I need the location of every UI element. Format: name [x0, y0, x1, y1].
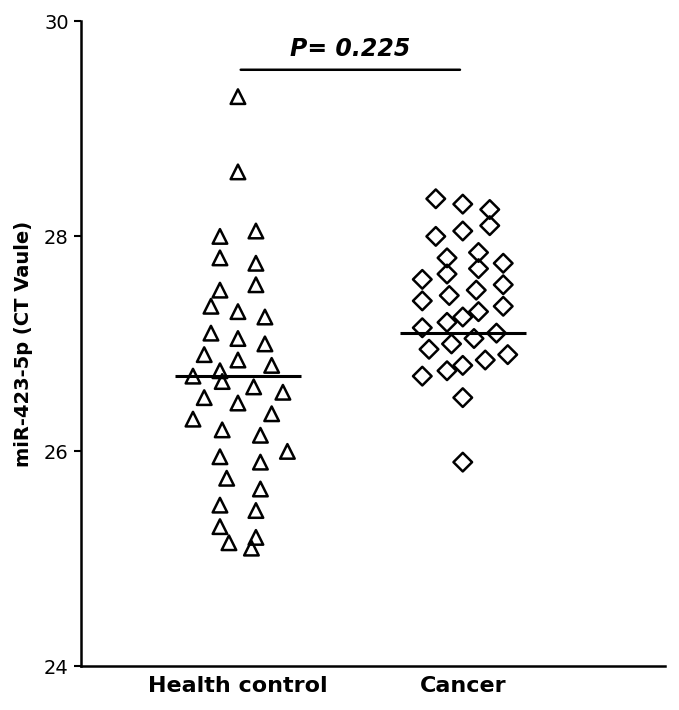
Point [232, 354, 243, 366]
Point [199, 392, 210, 403]
Point [215, 499, 225, 510]
Point [424, 344, 435, 355]
Point [498, 300, 509, 312]
Point [473, 247, 484, 258]
Point [251, 505, 261, 516]
Point [251, 258, 261, 269]
Point [232, 166, 243, 178]
Point [458, 225, 469, 236]
Point [251, 279, 261, 290]
Point [469, 333, 479, 344]
Point [498, 279, 509, 290]
Point [249, 381, 259, 393]
Point [221, 473, 232, 484]
Point [458, 360, 469, 371]
Point [480, 354, 491, 366]
Y-axis label: miR-423-5p (CT Vaule): miR-423-5p (CT Vaule) [14, 221, 33, 467]
Point [215, 231, 225, 242]
Point [441, 317, 452, 328]
Point [251, 532, 261, 543]
Point [251, 225, 261, 236]
Point [206, 327, 217, 339]
Point [441, 252, 452, 263]
Point [430, 231, 441, 242]
Point [430, 193, 441, 204]
Point [259, 311, 270, 322]
Point [417, 274, 428, 285]
Point [215, 285, 225, 296]
Point [255, 484, 266, 495]
Point [215, 252, 225, 263]
Point [217, 424, 227, 435]
Point [473, 306, 484, 317]
Point [187, 413, 198, 425]
Point [471, 285, 481, 296]
Point [502, 349, 513, 360]
Point [232, 398, 243, 409]
Point [199, 349, 210, 360]
Point [417, 371, 428, 382]
Point [417, 295, 428, 307]
Point [259, 338, 270, 349]
Point [446, 338, 457, 349]
Point [441, 365, 452, 376]
Point [444, 290, 455, 301]
Point [458, 311, 469, 322]
Point [498, 258, 509, 269]
Point [187, 371, 198, 382]
Point [417, 322, 428, 334]
Point [441, 268, 452, 280]
Point [215, 365, 225, 376]
Point [473, 263, 484, 274]
Point [458, 457, 469, 468]
Point [491, 327, 502, 339]
Point [282, 446, 293, 457]
Point [232, 333, 243, 344]
Text: P= 0.225: P= 0.225 [290, 37, 411, 61]
Point [458, 199, 469, 210]
Point [223, 537, 234, 548]
Point [278, 386, 289, 398]
Point [484, 204, 495, 215]
Point [255, 430, 266, 441]
Point [217, 376, 227, 387]
Point [232, 91, 243, 102]
Point [215, 451, 225, 462]
Point [458, 392, 469, 403]
Point [246, 542, 257, 554]
Point [215, 521, 225, 532]
Point [206, 300, 217, 312]
Point [266, 360, 277, 371]
Point [232, 306, 243, 317]
Point [266, 408, 277, 420]
Point [255, 457, 266, 468]
Point [484, 220, 495, 231]
